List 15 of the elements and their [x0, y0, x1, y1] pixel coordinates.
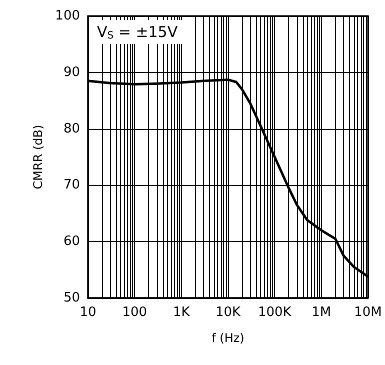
x-tick-label: 100 — [122, 305, 148, 320]
x-tick-label: 1K — [172, 305, 190, 320]
x-tick-label: 10K — [215, 305, 242, 320]
x-axis-title: f (Hz) — [212, 331, 244, 345]
y-tick-label: 80 — [63, 121, 80, 136]
y-axis-title: CMRR (dB) — [31, 124, 45, 190]
y-tick-label: 90 — [63, 64, 80, 80]
x-tick-label: 10 — [80, 305, 96, 320]
y-tick-label: 70 — [63, 178, 80, 193]
y-tick-label: 60 — [63, 234, 80, 250]
x-tick-label: 1M — [312, 305, 332, 320]
x-tick-label: 100K — [258, 305, 292, 320]
y-tick-label: 100 — [55, 8, 80, 24]
x-tick-label: 10M — [354, 305, 382, 320]
y-tick-label: 50 — [63, 290, 80, 306]
